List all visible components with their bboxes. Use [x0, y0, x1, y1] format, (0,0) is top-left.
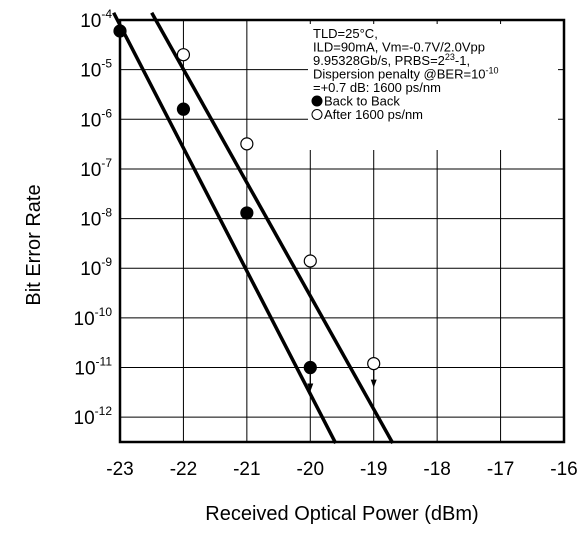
- annotation-line: TLD=25°C,: [313, 26, 378, 41]
- arrow-head: [307, 383, 314, 392]
- y-tick-label: 10-6: [80, 106, 112, 131]
- annotation-line: 9.95328Gb/s, PRBS=223-1,: [313, 52, 470, 68]
- y-tick-label: 10-7: [80, 156, 112, 181]
- y-tick-label: 10-12: [74, 404, 113, 429]
- x-tick-label: -22: [170, 459, 197, 480]
- arrow-head: [370, 379, 377, 388]
- x-tick-label: -23: [106, 459, 133, 480]
- data-points: [113, 24, 381, 392]
- data-point: [240, 137, 254, 151]
- y-tick-label: 10-8: [80, 206, 112, 231]
- y-tick-label: 10-11: [74, 355, 112, 380]
- data-point: [240, 206, 254, 220]
- legend-entry: Back to Back: [324, 94, 400, 109]
- y-tick-label: 10-5: [80, 57, 112, 82]
- x-tick-label: -21: [233, 459, 260, 480]
- y-tick-label: 10-10: [74, 305, 113, 330]
- x-tick-label: -16: [550, 459, 577, 480]
- x-tick-label: -18: [423, 459, 450, 480]
- legend: TLD=25°C,ILD=90mA, Vm=-0.7V/2.0Vpp9.9532…: [308, 24, 558, 150]
- legend-background: [308, 24, 558, 150]
- y-axis-label: Bit Error Rate: [23, 184, 45, 305]
- y-tick-label: 10-4: [80, 7, 112, 32]
- fit-line: [150, 11, 395, 444]
- x-tick-label: -19: [360, 459, 387, 480]
- data-point: [176, 48, 191, 62]
- annotation-line: ILD=90mA, Vm=-0.7V/2.0Vpp: [313, 40, 485, 55]
- plot-frame: [118, 18, 566, 444]
- x-axis-label: Received Optical Power (dBm): [205, 503, 478, 525]
- legend-entry: After 1600 ps/nm: [324, 107, 423, 122]
- x-tick-labels: -23 -22 -21 -20 -19 -18 -17 -16: [106, 459, 577, 480]
- data-point: [367, 356, 381, 371]
- fit-lines: [112, 11, 395, 444]
- annotation-line: Dispersion penalty @BER=10-10: [313, 66, 499, 82]
- legend-marker: [311, 109, 323, 120]
- x-tick-label: -20: [297, 459, 324, 480]
- y-tick-label: 10-9: [80, 255, 112, 280]
- data-point: [303, 254, 317, 268]
- data-point: [113, 24, 127, 38]
- fit-line: [112, 11, 338, 444]
- x-tick-label: -17: [487, 459, 514, 480]
- legend-marker: [311, 95, 323, 107]
- y-tick-labels: 10-4 10-5 10-6 10-7 10-8 10-9 10-10 10-11 10-12: [74, 7, 113, 429]
- annotation-line: =+0.7 dB: 1600 ps/nm: [313, 80, 441, 95]
- data-point: [303, 360, 317, 375]
- data-point: [176, 102, 191, 116]
